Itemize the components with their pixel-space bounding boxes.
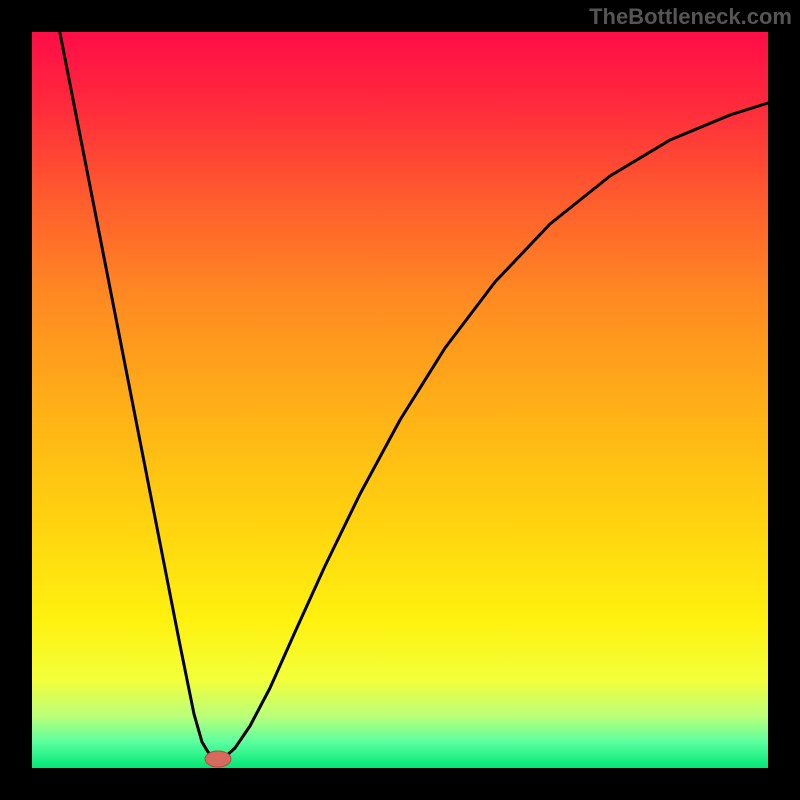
bottleneck-curve-chart	[0, 0, 800, 800]
chart-container: TheBottleneck.com	[0, 0, 800, 800]
gradient-background	[32, 32, 768, 768]
minimum-marker	[205, 751, 231, 767]
watermark-text: TheBottleneck.com	[589, 4, 792, 30]
